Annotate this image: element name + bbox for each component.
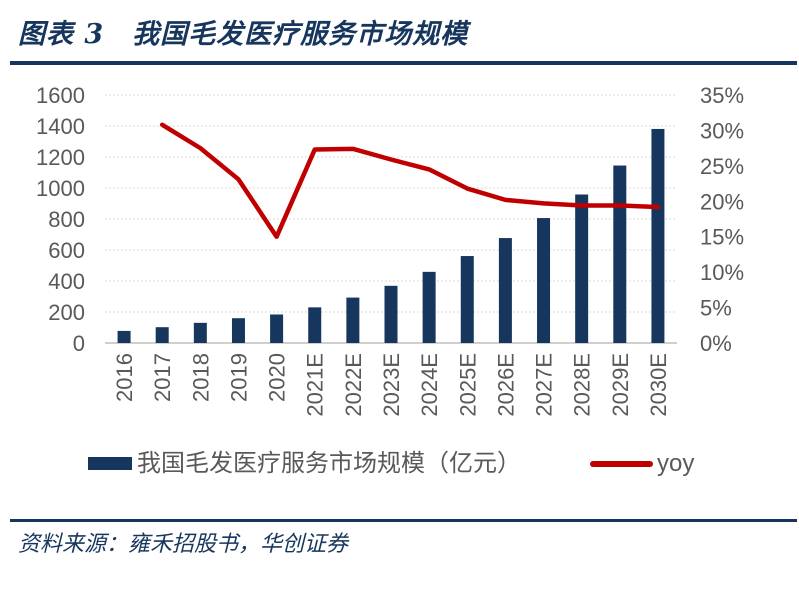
bar-2022E xyxy=(346,297,360,343)
source-note: 资料来源：雍禾招股书，华创证券 xyxy=(18,532,349,557)
x-tick-label-2025E: 2025E xyxy=(455,353,480,417)
market-size-combo-chart: 0 200 400 600 800 1000 1200 1400 1600 0% 5% 10% 15% 2… xyxy=(36,83,744,417)
bar-2030E xyxy=(651,128,665,343)
y-right-tick-label: 15% xyxy=(700,225,744,250)
bar-2017 xyxy=(155,327,169,343)
x-tick-label-2030E: 2030E xyxy=(646,353,671,417)
y-left-tick-label: 1000 xyxy=(36,176,85,201)
x-tick-label-2019: 2019 xyxy=(226,353,251,402)
x-tick-label-2027E: 2027E xyxy=(532,353,557,417)
x-tick-label-2021E: 2021E xyxy=(303,353,328,417)
bar-2026E xyxy=(498,238,512,343)
x-tick-label-2022E: 2022E xyxy=(341,353,366,417)
y-left-tick-label: 600 xyxy=(48,238,85,263)
x-tick-label-2026E: 2026E xyxy=(493,353,518,417)
bar-2023E xyxy=(384,285,398,343)
y-left-tick-label: 1400 xyxy=(36,114,85,139)
y-right-tick-label: 30% xyxy=(700,118,744,143)
x-tick-label-2029E: 2029E xyxy=(608,353,633,417)
y-left-tick-label: 800 xyxy=(48,207,85,232)
y-left-tick-label: 400 xyxy=(48,269,85,294)
bar-2028E xyxy=(575,194,589,343)
yoy-line xyxy=(159,122,661,239)
y-right-tick-label: 0% xyxy=(700,331,732,356)
bar-2029E xyxy=(613,165,627,343)
bar-2019 xyxy=(231,318,245,343)
y-left-tick-label: 0 xyxy=(73,331,85,356)
y-right-tick-label: 5% xyxy=(700,296,732,321)
bar-2025E xyxy=(460,256,474,343)
y-right-tick-label: 35% xyxy=(700,83,744,108)
x-tick-label-2020: 2020 xyxy=(265,353,290,402)
y-right-tick-label: 20% xyxy=(700,189,744,214)
y-right-tick-label: 25% xyxy=(700,154,744,179)
x-tick-label-2018: 2018 xyxy=(188,353,213,402)
bar-2018 xyxy=(193,322,207,343)
bar-2021E xyxy=(308,307,322,343)
title-divider xyxy=(10,61,797,65)
bar-2024E xyxy=(422,271,436,343)
bar-2027E xyxy=(537,218,551,343)
y-right-tick-label: 10% xyxy=(700,260,744,285)
line-series-swatch xyxy=(590,461,653,467)
bar-series-label: 我国毛发医疗服务市场规模（亿元） xyxy=(137,450,521,477)
x-tick-label-2016: 2016 xyxy=(112,353,137,402)
footer-divider xyxy=(10,519,797,522)
x-tick-label-2028E: 2028E xyxy=(570,353,595,417)
x-tick-label-2017: 2017 xyxy=(150,353,175,402)
x-tick-label-2023E: 2023E xyxy=(379,353,404,417)
y-left-tick-label: 200 xyxy=(48,300,85,325)
y-left-tick-label: 1600 xyxy=(36,83,85,108)
y-left-tick-label: 1200 xyxy=(36,145,85,170)
x-tick-label-2024E: 2024E xyxy=(417,353,442,417)
line-series-label: yoy xyxy=(657,450,695,477)
figure-title: 图表 3 我国毛发医疗服务市场规模 xyxy=(18,19,469,50)
bar-2020 xyxy=(270,314,284,343)
bar-2016 xyxy=(117,330,131,343)
bar-series-swatch xyxy=(88,457,132,470)
